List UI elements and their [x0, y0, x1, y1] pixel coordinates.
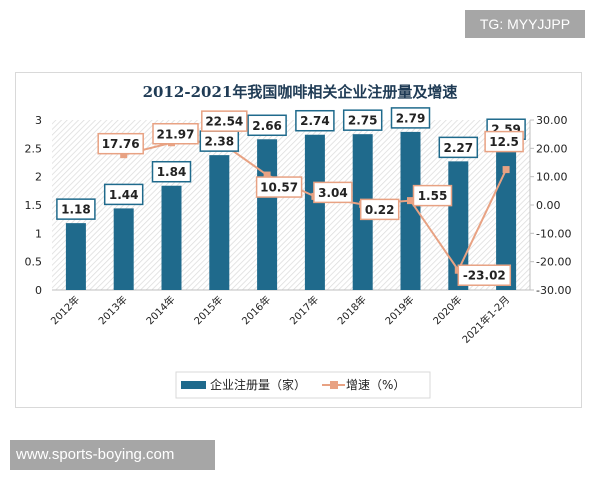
growth-data-label: 12.5	[489, 135, 519, 149]
bar-data-label: 2.27	[443, 141, 473, 155]
bar-data-label: 1.44	[109, 188, 139, 202]
legend	[175, 371, 431, 399]
chart-title: 2012-2021年我国咖啡相关企业注册量及增速	[143, 83, 458, 101]
growth-data-label-box	[255, 176, 303, 198]
bar-data-label-box	[438, 136, 479, 159]
bar-data-label-box	[342, 109, 383, 131]
right-tick-label: 0.00	[536, 199, 561, 212]
growth-data-label: -23.02	[463, 269, 506, 283]
right-tick-label: 30.00	[536, 114, 568, 127]
right-tick-label: 20.00	[536, 142, 568, 155]
bar	[304, 134, 325, 290]
bar-data-label-box	[390, 107, 431, 129]
right-tick-label: 10.00	[536, 171, 568, 184]
bar	[400, 131, 421, 290]
bar	[161, 185, 182, 290]
growth-data-label-box	[412, 184, 453, 207]
left-tick-label: 1	[35, 227, 42, 240]
x-tick-label: 2013年	[96, 293, 130, 327]
growth-data-label: 3.04	[318, 186, 348, 200]
bar-data-label: 2.66	[252, 119, 282, 133]
growth-marker	[502, 166, 510, 174]
growth-data-label-box	[484, 130, 524, 153]
bar-data-label: 1.18	[61, 203, 91, 217]
growth-marker	[263, 171, 271, 179]
growth-data-label: 17.76	[102, 137, 140, 151]
bar	[113, 208, 134, 290]
chart-frame	[15, 72, 582, 408]
legend-bar-swatch	[181, 381, 206, 389]
growth-data-label: 1.55	[418, 189, 448, 203]
legend-line-label: 增速（%）	[346, 378, 405, 392]
x-tick-label: 2018年	[335, 293, 369, 327]
x-tick-label: 2014年	[143, 293, 177, 327]
bar-data-label: 2.74	[300, 114, 330, 128]
legend-line-marker	[330, 381, 338, 389]
x-tick-label: 2021年1-2月	[459, 293, 512, 346]
growth-data-label-box	[457, 264, 512, 286]
bar	[209, 155, 230, 290]
bar-data-label-box	[151, 160, 192, 183]
right-tick-label: -30.00	[536, 284, 571, 297]
growth-data-label-box	[97, 132, 144, 155]
right-tick-label: -10.00	[536, 227, 571, 240]
x-tick-label: 2020年	[430, 293, 464, 327]
legend-bar-label: 企业注册量（家）	[210, 377, 306, 392]
bar	[257, 139, 278, 290]
bar-data-label-box	[56, 198, 96, 220]
growth-data-label-box	[152, 123, 199, 145]
growth-data-label-box	[359, 198, 400, 221]
watermark-bottom: www.sports-boying.com	[10, 440, 215, 470]
bar-data-label: 2.38	[204, 135, 234, 149]
bar-data-label: 1.84	[157, 165, 187, 179]
left-tick-label: 3	[35, 114, 42, 127]
growth-marker	[407, 197, 414, 205]
bar	[65, 223, 86, 290]
left-tick-label: 0.5	[25, 256, 43, 269]
bar-data-label: 2.79	[396, 111, 426, 125]
x-tick-label: 2016年	[239, 293, 273, 327]
bar-data-label-box	[103, 183, 144, 206]
growth-data-label-box	[313, 181, 353, 204]
growth-data-label: 10.57	[260, 181, 298, 195]
bar-data-label-box	[247, 114, 287, 137]
growth-data-label: 22.54	[205, 115, 243, 129]
right-tick-label: -20.00	[536, 256, 571, 269]
growth-marker	[120, 151, 128, 159]
left-tick-label: 2.5	[25, 142, 43, 155]
bar-data-label-box	[295, 109, 335, 132]
x-tick-label: 2015年	[191, 293, 225, 327]
left-tick-label: 1.5	[25, 199, 43, 212]
watermark-top: TG: MYYJJPP	[465, 10, 585, 38]
left-tick-label: 0	[35, 284, 42, 297]
left-tick-label: 2	[35, 171, 42, 184]
x-tick-label: 2012年	[48, 293, 82, 327]
x-tick-label: 2017年	[287, 293, 321, 327]
growth-data-label-box	[201, 110, 248, 132]
growth-data-label: 0.22	[365, 203, 395, 217]
x-tick-label: 2019年	[382, 293, 416, 327]
growth-data-label: 21.97	[157, 127, 195, 141]
bar-data-label: 2.75	[348, 114, 378, 128]
